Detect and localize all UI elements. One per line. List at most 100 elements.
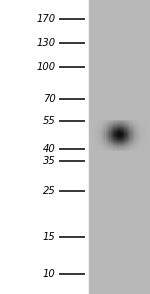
Bar <box>113 127 114 128</box>
Bar <box>112 124 113 125</box>
Bar <box>116 144 117 145</box>
Bar <box>104 130 106 131</box>
Bar <box>127 147 128 148</box>
Bar <box>114 122 116 123</box>
Bar <box>114 121 116 122</box>
Bar <box>112 134 113 135</box>
Bar <box>112 131 113 132</box>
Bar <box>122 130 123 131</box>
Bar <box>102 142 103 143</box>
Bar <box>106 121 107 122</box>
Bar <box>119 134 120 135</box>
Bar <box>107 146 108 147</box>
Bar <box>98 142 99 143</box>
Bar <box>142 127 143 128</box>
Bar <box>123 123 124 124</box>
Bar <box>140 147 141 148</box>
Bar <box>112 129 113 130</box>
Bar <box>103 124 104 125</box>
Bar <box>123 145 124 146</box>
Bar <box>125 140 127 141</box>
Bar <box>118 137 119 138</box>
Bar <box>112 136 113 137</box>
Bar <box>135 140 136 141</box>
Bar <box>133 146 134 147</box>
Bar <box>128 134 129 135</box>
Bar <box>132 129 133 130</box>
Bar <box>96 132 97 133</box>
Bar <box>118 144 119 145</box>
Bar <box>108 141 109 142</box>
Bar <box>99 142 101 143</box>
Bar <box>120 133 122 134</box>
Bar <box>97 128 98 129</box>
Bar <box>97 148 98 149</box>
Bar <box>134 136 135 137</box>
Bar <box>143 122 144 123</box>
Bar <box>134 133 135 134</box>
Bar <box>127 121 128 122</box>
Bar <box>135 124 136 125</box>
Bar <box>109 138 111 139</box>
Bar <box>102 125 103 126</box>
Bar <box>102 134 103 135</box>
Bar <box>133 125 134 126</box>
Bar <box>133 136 134 137</box>
Bar <box>132 126 133 127</box>
Bar <box>132 137 133 138</box>
Bar <box>143 138 144 139</box>
Bar <box>125 123 127 124</box>
Bar <box>130 145 132 146</box>
Bar <box>133 141 134 142</box>
Bar <box>96 128 97 129</box>
Bar <box>114 137 116 138</box>
Bar <box>104 134 106 135</box>
Bar <box>116 124 117 125</box>
Bar <box>108 139 109 140</box>
Bar <box>123 144 124 145</box>
Bar <box>139 132 140 133</box>
Bar <box>107 145 108 146</box>
Bar <box>94 139 96 140</box>
Bar <box>114 143 116 144</box>
Bar <box>140 128 141 129</box>
Bar <box>127 137 128 138</box>
Bar <box>116 148 117 149</box>
Bar <box>114 146 116 147</box>
Bar <box>136 123 138 124</box>
Bar <box>132 142 133 143</box>
Bar <box>123 121 124 122</box>
Bar <box>94 146 96 147</box>
Bar <box>101 143 102 144</box>
Bar <box>130 122 132 123</box>
Bar <box>124 140 125 141</box>
Bar <box>140 140 141 141</box>
Bar <box>140 146 141 147</box>
Bar <box>116 137 117 138</box>
Bar <box>97 129 98 130</box>
Bar <box>119 142 120 143</box>
Bar <box>113 139 114 140</box>
Bar <box>125 127 127 128</box>
Bar <box>112 130 113 131</box>
Bar <box>138 125 139 126</box>
Bar <box>102 147 103 148</box>
Bar <box>135 147 136 148</box>
Bar <box>94 142 96 143</box>
Bar <box>96 143 97 144</box>
Bar <box>99 136 101 137</box>
Bar <box>116 131 117 132</box>
Bar <box>109 148 111 149</box>
Bar <box>111 136 112 137</box>
Bar <box>117 141 118 142</box>
Bar <box>123 141 124 142</box>
Bar <box>123 137 124 138</box>
Bar <box>124 136 125 137</box>
Bar <box>135 148 136 149</box>
Bar <box>128 139 129 140</box>
Bar <box>104 142 106 143</box>
Bar <box>99 132 101 133</box>
Bar <box>113 140 114 141</box>
Bar <box>138 131 139 132</box>
Bar <box>109 130 111 131</box>
